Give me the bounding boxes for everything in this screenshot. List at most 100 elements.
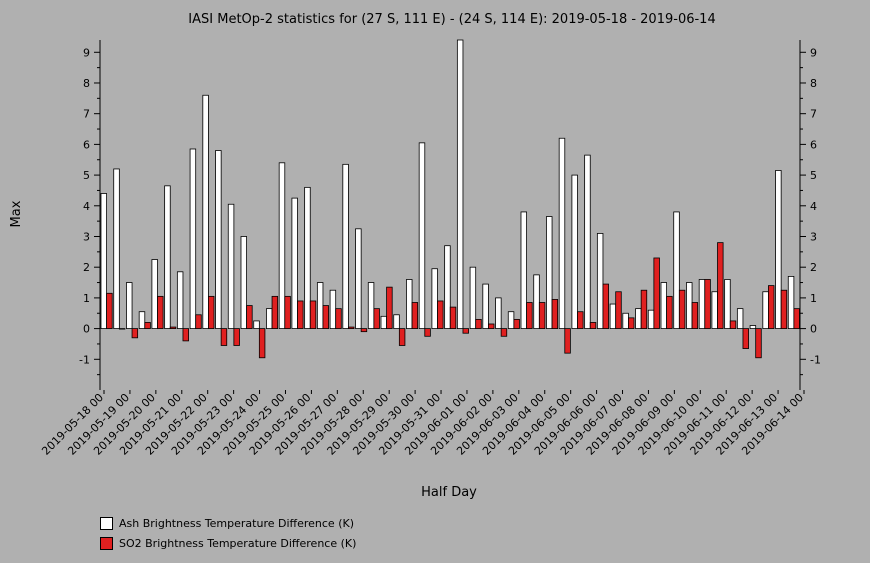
ash-bar [558, 137, 566, 330]
so2-bar [398, 328, 406, 346]
so2-bar [500, 328, 508, 337]
y-tick-label-right: 6 [810, 138, 817, 151]
so2-bar [602, 283, 609, 329]
so2-bar [577, 311, 584, 329]
so2-bar [106, 292, 113, 330]
so2-bar [615, 291, 622, 329]
so2-bar [322, 305, 329, 330]
so2-bar [297, 300, 304, 329]
ash-bar [253, 320, 260, 330]
so2-bar [131, 328, 139, 339]
ash-bar [660, 282, 667, 329]
ash-bar [736, 308, 744, 330]
ash-bar [227, 203, 235, 329]
so2-bar [640, 289, 648, 330]
ash-bar [138, 311, 146, 329]
y-tick-label-right: 5 [810, 169, 817, 182]
y-tick-label-right: 3 [810, 230, 817, 243]
ash-bar [418, 142, 426, 330]
so2-bar [258, 328, 266, 359]
so2-bar [220, 328, 228, 346]
y-tick-label-left: 5 [83, 169, 90, 182]
ash-bar [787, 275, 795, 329]
ash-bar [635, 308, 642, 330]
ash-bar [469, 266, 477, 329]
so2-bar [793, 308, 800, 330]
ash-bar [406, 279, 413, 329]
ash-bar [762, 291, 769, 329]
ash-bar [380, 315, 387, 330]
y-tick-label-right: 1 [810, 292, 817, 305]
ash-bar [291, 197, 298, 329]
ash-bar [571, 174, 578, 329]
ash-bar [482, 283, 489, 329]
ash-bar [596, 233, 604, 329]
so2-bar [182, 328, 189, 342]
ash-bar [456, 39, 464, 330]
y-tick-label-right: -1 [810, 353, 821, 366]
ash-bar [507, 311, 515, 329]
ash-bar [367, 282, 375, 329]
ash-bar [546, 216, 553, 329]
so2-bar [729, 320, 737, 330]
legend-item-ash: Ash Brightness Temperature Difference (K… [100, 513, 356, 533]
y-tick-label-left: 0 [83, 323, 90, 336]
ash-bar [444, 245, 451, 329]
so2-bar [678, 289, 686, 330]
so2-bar [157, 295, 164, 329]
legend-swatch-so2 [100, 536, 113, 550]
ash-bar [622, 312, 629, 330]
ash-bar [304, 186, 311, 329]
ash-bar [584, 154, 591, 329]
so2-bar [564, 328, 571, 354]
y-tick-label-left: 8 [83, 77, 90, 90]
ash-bar [342, 163, 349, 329]
y-tick-label-right: 9 [810, 46, 817, 59]
y-tick-label-right: 8 [810, 77, 817, 90]
ash-bar [329, 289, 337, 330]
so2-bar [488, 323, 495, 329]
so2-bar [335, 308, 342, 330]
ash-bar [520, 211, 527, 329]
y-tick-label-left: 4 [83, 200, 90, 213]
legend-item-so2: SO2 Brightness Temperature Difference (K… [100, 533, 356, 553]
so2-bar [462, 328, 469, 334]
so2-bar [144, 322, 151, 329]
so2-bar [411, 302, 419, 330]
so2-bar [755, 328, 762, 359]
ash-bar [278, 162, 286, 329]
legend-label-ash: Ash Brightness Temperature Difference (K… [119, 516, 354, 530]
so2-bar [449, 306, 457, 329]
y-tick-label-right: 0 [810, 323, 817, 336]
ash-bar [151, 259, 158, 329]
ash-bar [533, 274, 540, 329]
ash-bar [266, 308, 273, 330]
ash-bar [164, 185, 171, 329]
ash-bar [495, 297, 502, 329]
y-tick-label-left: 6 [83, 138, 90, 151]
so2-bar [628, 317, 635, 330]
ash-bar [126, 282, 133, 329]
so2-bar [348, 326, 355, 329]
so2-bar [233, 328, 240, 346]
ash-bar [647, 309, 655, 329]
ash-bar [215, 150, 222, 330]
so2-bar [195, 314, 202, 329]
y-tick-label-left: 3 [83, 230, 90, 243]
ash-bar [355, 228, 362, 330]
so2-bar [691, 302, 699, 330]
y-axis-label: Max [9, 200, 24, 227]
y-tick-label-right: 7 [810, 108, 817, 121]
so2-bar [526, 302, 533, 330]
so2-bar [717, 242, 724, 329]
ash-bar [176, 271, 184, 329]
so2-bar [118, 328, 126, 330]
ash-bar [724, 279, 731, 329]
ash-bar [431, 268, 438, 330]
legend: Ash Brightness Temperature Difference (K… [100, 513, 356, 553]
y-tick-label-left: 1 [83, 292, 90, 305]
y-tick-label-right: 4 [810, 200, 817, 213]
so2-bar [309, 300, 317, 329]
so2-bar [424, 328, 431, 337]
